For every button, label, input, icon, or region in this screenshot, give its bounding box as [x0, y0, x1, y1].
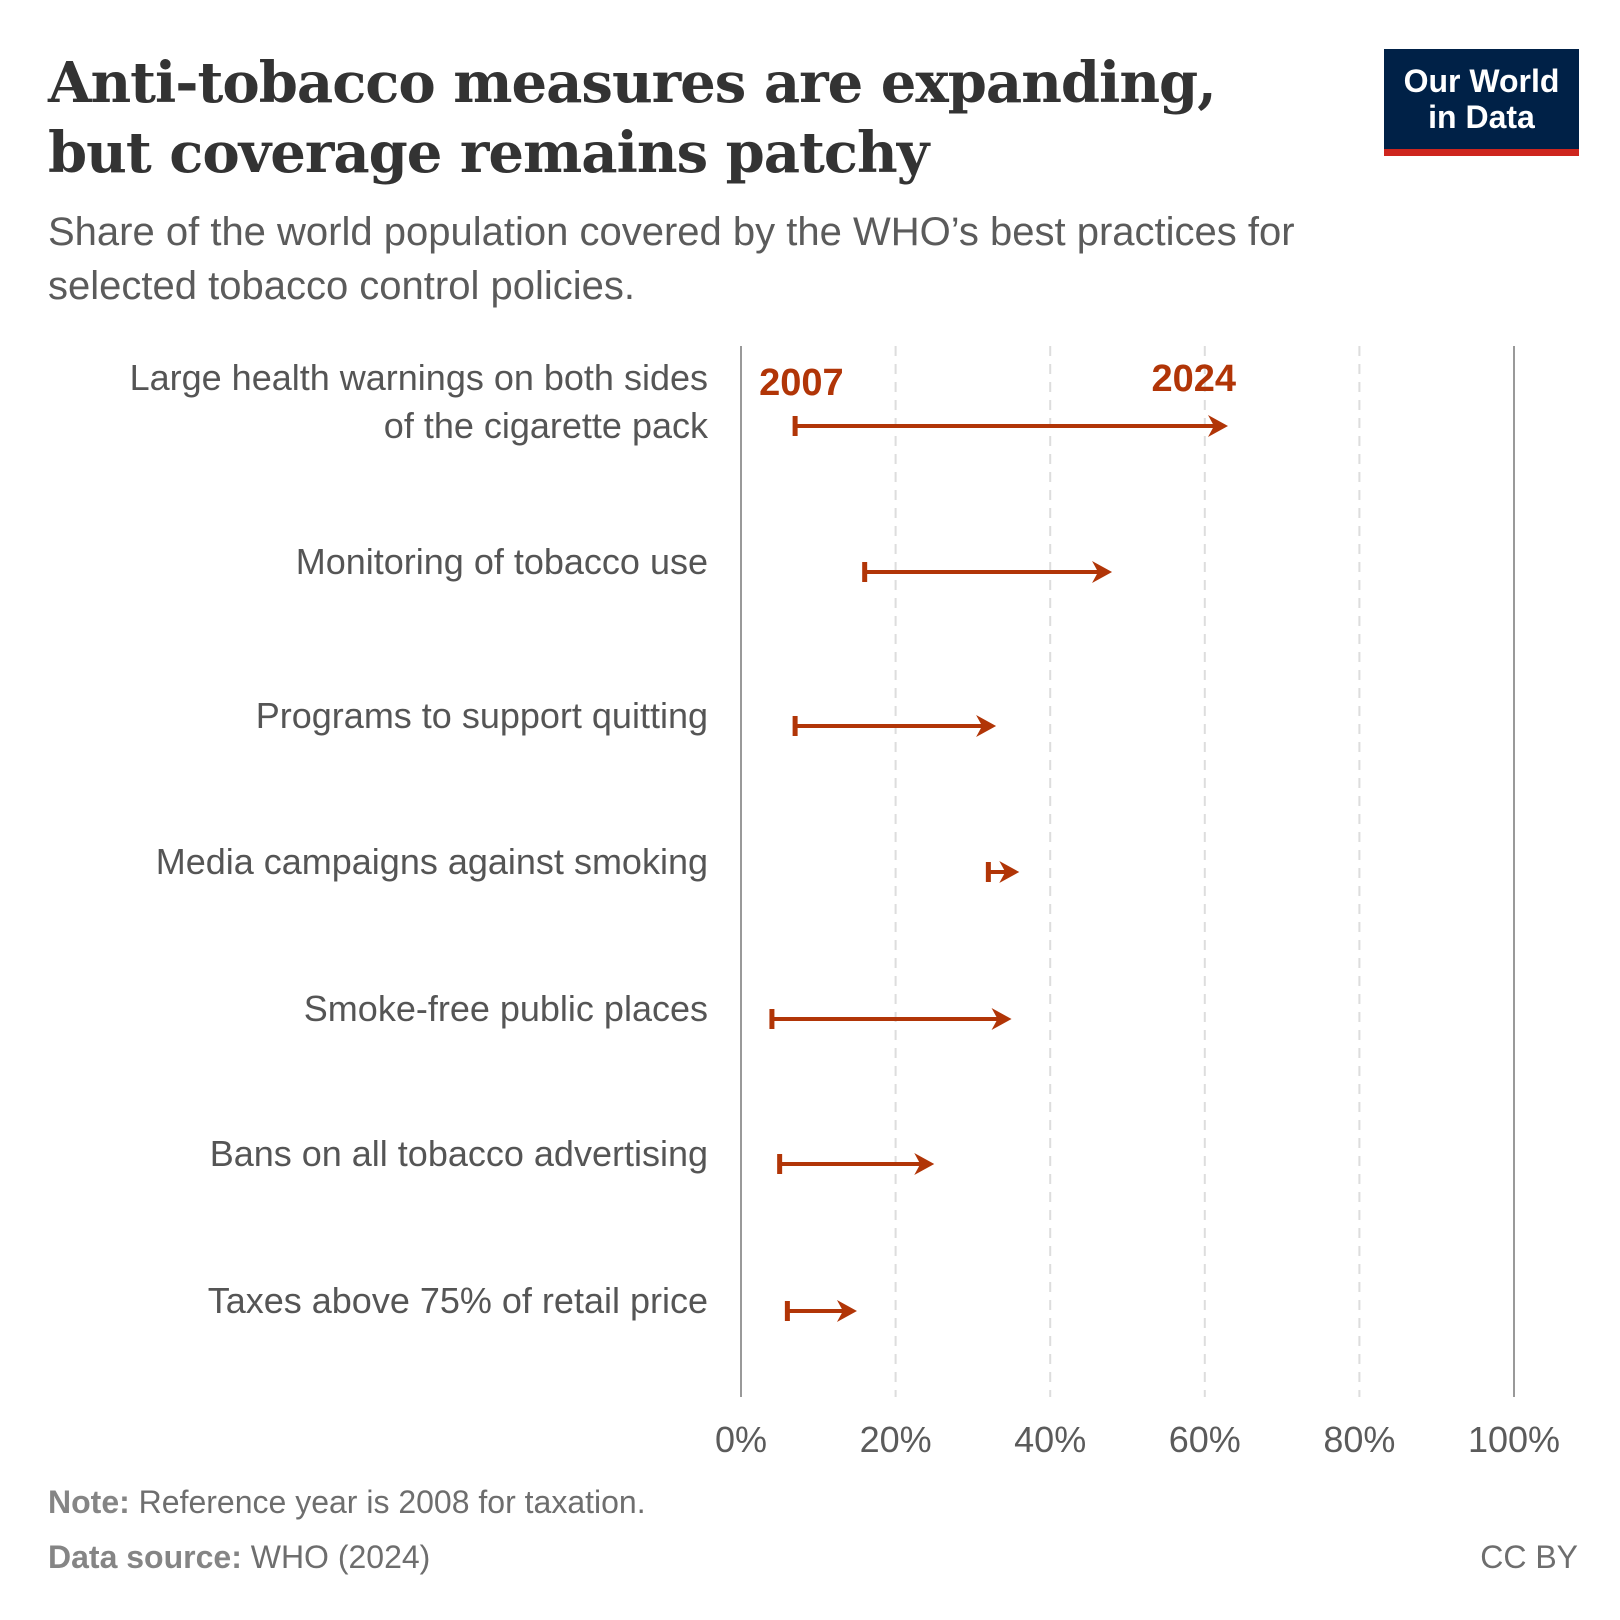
category-label: Monitoring of tobacco use	[296, 541, 708, 582]
owid-logo[interactable]: Our World in Data	[1384, 49, 1579, 156]
logo-line-1: Our World	[1403, 63, 1560, 99]
x-tick-label: 100%	[1468, 1419, 1560, 1460]
x-tick-label: 60%	[1169, 1419, 1241, 1460]
range-arrow-head	[1092, 561, 1113, 583]
range-arrow-head	[914, 1153, 935, 1175]
range-arrow-head	[836, 1300, 857, 1322]
source-label: Data source:	[48, 1539, 242, 1575]
range-arrow-head	[991, 1008, 1012, 1030]
chart-subtitle: Share of the world population covered by…	[48, 210, 1295, 308]
note: Note: Reference year is 2008 for taxatio…	[48, 1484, 646, 1521]
category-label: of the cigarette pack	[384, 405, 709, 446]
category-label: Taxes above 75% of retail price	[208, 1280, 708, 1321]
note-text: Reference year is 2008 for taxation.	[129, 1484, 646, 1520]
x-tick-label: 20%	[860, 1419, 932, 1460]
x-tick-label: 0%	[715, 1419, 767, 1460]
category-label: Programs to support quitting	[256, 695, 708, 736]
x-tick-label: 40%	[1014, 1419, 1086, 1460]
license[interactable]: CC BY	[1480, 1539, 1578, 1575]
data-source: Data source: WHO (2024)	[48, 1539, 430, 1576]
logo-bar	[1384, 149, 1579, 156]
source-text: WHO (2024)	[241, 1539, 431, 1575]
note-label: Note:	[48, 1484, 130, 1520]
category-label: Large health warnings on both sides	[130, 357, 708, 398]
category-label: Bans on all tobacco advertising	[210, 1133, 708, 1174]
title-line-1: Anti-tobacco measures are expanding,	[48, 50, 1217, 116]
chart-title: Anti-tobacco measures are expanding, but…	[48, 48, 1217, 188]
x-tick-label: 80%	[1323, 1419, 1395, 1460]
start-year-label: 2007	[759, 362, 844, 404]
range-arrow-head	[999, 861, 1020, 883]
end-year-label: 2024	[1151, 358, 1236, 400]
logo-line-2: in Data	[1428, 99, 1535, 135]
range-arrow-head	[976, 715, 997, 737]
category-label: Smoke-free public places	[304, 988, 708, 1029]
range-arrow-head	[1207, 415, 1228, 437]
title-line-2: but coverage remains patchy	[48, 120, 929, 186]
category-label: Media campaigns against smoking	[156, 841, 708, 882]
